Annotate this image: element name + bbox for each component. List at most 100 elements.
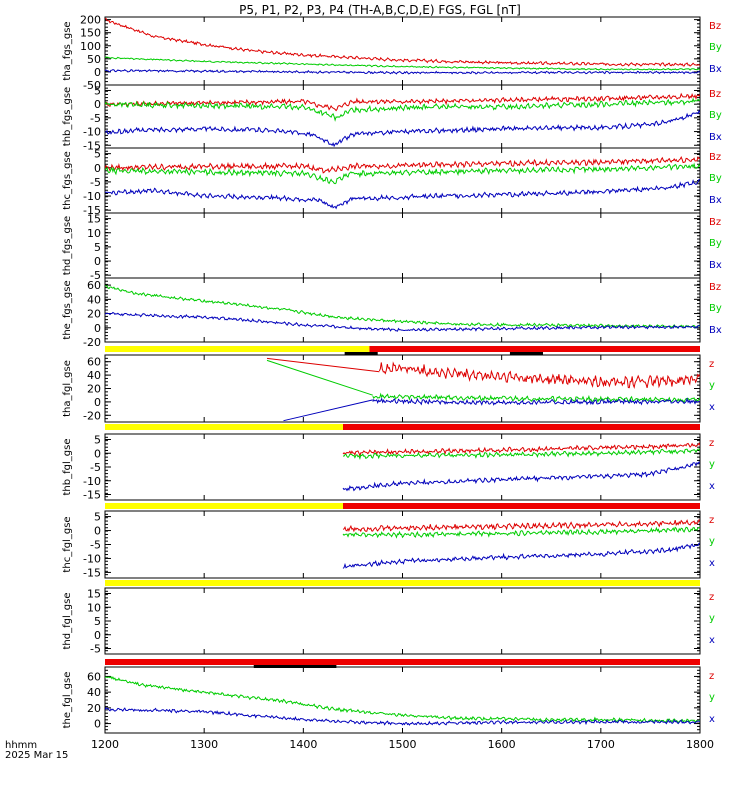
y-tick-label: 5 [94, 615, 101, 628]
y-tick-label: -20 [83, 336, 101, 349]
legend-By: By [709, 173, 722, 184]
y-tick-label: 40 [87, 686, 101, 699]
legend-y: y [709, 459, 715, 470]
x-tick-label: 1700 [587, 738, 615, 751]
y-tick-label: 5 [94, 434, 101, 447]
y-tick-label: -10 [83, 552, 101, 565]
legend-By: By [709, 42, 722, 53]
mode-bar-segment [105, 580, 700, 586]
series-thc_fgl_gse-x [342, 542, 700, 569]
x-axis: 1200 1300 1400 1500 1600 1700 1800 [91, 738, 714, 751]
mode-bar-dark-segment [509, 352, 543, 355]
series-tha_fgs_gse-Bz [105, 17, 700, 67]
y-tick-label: 40 [87, 369, 101, 382]
series-tha_fgl_gse-x [372, 397, 700, 406]
y-axis-label: thb_fgl_gse [62, 439, 73, 496]
legend-Bx: Bx [709, 195, 722, 206]
panel-the_fgl_gse: 60 40 20 0 the_fgl_gse zyx [62, 666, 715, 734]
mode-bar [105, 346, 700, 355]
y-axis-label: thc_fgl_gse [62, 516, 73, 572]
series-the_fgs_gse-By [105, 285, 700, 329]
series-tha_fgl_gse-x [283, 399, 373, 422]
y-tick-label: 50 [87, 53, 101, 66]
y-tick-label: 15 [87, 213, 101, 226]
series-tha_fgl_gse-z [378, 361, 700, 390]
y-tick-label: 0 [94, 629, 101, 642]
panel-thc_fgl_gse: 50-5-10-15 thc_fgl_gse zyx [62, 510, 715, 579]
y-tick-label: -5 [90, 176, 101, 189]
legend-Bx: Bx [709, 260, 722, 271]
legend-y: y [709, 536, 715, 547]
mode-bar-segment [105, 424, 343, 430]
y-axis-label: thd_fgl_gse [62, 593, 73, 650]
legend-Bz: Bz [709, 282, 721, 293]
y-tick-label: 60 [87, 356, 101, 369]
x-tick-label: 1500 [389, 738, 417, 751]
y-tick-label: 60 [87, 670, 101, 683]
x-axis-label-date: 2025 Mar 15 [5, 750, 68, 761]
y-tick-label: -50 [83, 79, 101, 92]
y-tick-label: 15 [87, 588, 101, 601]
legend-Bx: Bx [709, 64, 722, 75]
y-tick-label: 0 [94, 162, 101, 175]
y-tick-label: 0 [94, 322, 101, 335]
mode-bar-dark-segment [253, 665, 337, 668]
mode-bar-dark-segment [344, 352, 378, 355]
y-axis-label: tha_fgs_gse [62, 21, 73, 80]
y-tick-label: 0 [94, 525, 101, 538]
y-tick-label: 0 [94, 396, 101, 409]
y-tick-label: 5 [94, 241, 101, 254]
series-thc_fgl_gse-z [342, 519, 700, 533]
panel-thb_fgl_gse: 50-5-10-15 thb_fgl_gse zyx [62, 433, 715, 502]
plot-title: P5, P1, P2, P3, P4 (TH-A,B,C,D,E) FGS, F… [239, 3, 521, 17]
series-tha_fgs_gse-By [105, 56, 700, 71]
y-axis-label: tha_fgl_gse [62, 360, 73, 417]
legend-Bx: Bx [709, 132, 722, 143]
legend-x: x [709, 481, 715, 492]
y-tick-label: -10 [83, 190, 101, 203]
y-axis-label: the_fgl_gse [62, 672, 73, 729]
y-tick-label: 0 [94, 255, 101, 268]
series-tha_fgl_gse-z [266, 357, 380, 373]
mode-bar-segment [105, 503, 343, 509]
series-thc_fgs_gse-By [105, 162, 700, 185]
series-thb_fgs_gse-Bx [105, 109, 700, 148]
legend-Bz: Bz [709, 217, 721, 228]
y-tick-label: 0 [94, 98, 101, 111]
y-tick-label: 10 [87, 227, 101, 240]
panel-thb_fgs_gse: 50-5-10-15 thb_fgs_gse Bz By Bx [62, 84, 722, 152]
legend-x: x [709, 558, 715, 569]
y-axis-label: thc_fgs_gse [62, 151, 73, 210]
series-tha_fgl_gse-y [266, 359, 373, 396]
series-thb_fgl_gse-x [342, 461, 700, 492]
series-the_fgl_gse-y [105, 676, 700, 724]
legend-Bz: Bz [709, 89, 721, 100]
series-thb_fgs_gse-By [105, 97, 700, 122]
y-axis-label: the_fgs_gse [62, 280, 73, 339]
series-the_fgl_gse-x [105, 706, 700, 726]
y-tick-label: 0 [94, 718, 101, 731]
series-thb_fgs_gse-Bz [105, 92, 700, 112]
legend-By: By [709, 110, 722, 121]
x-tick-label: 1400 [289, 738, 317, 751]
legend-y: y [709, 380, 715, 391]
legend-By: By [709, 238, 722, 249]
legend-y: y [709, 692, 715, 703]
y-tick-label: -20 [83, 409, 101, 422]
y-tick-label: 10 [87, 601, 101, 614]
legend-Bz: Bz [709, 152, 721, 163]
y-axis-label: thb_fgs_gse [62, 87, 73, 146]
mode-bar-segment [343, 424, 700, 430]
legend-z: z [709, 592, 714, 603]
x-tick-label: 1200 [91, 738, 119, 751]
series-the_fgs_gse-Bx [105, 311, 700, 332]
series-tha_fgs_gse-Bx [105, 69, 700, 75]
y-tick-label: -5 [90, 461, 101, 474]
legend-y: y [709, 613, 715, 624]
y-tick-label: -15 [83, 566, 101, 579]
y-tick-label: -5 [90, 112, 101, 125]
